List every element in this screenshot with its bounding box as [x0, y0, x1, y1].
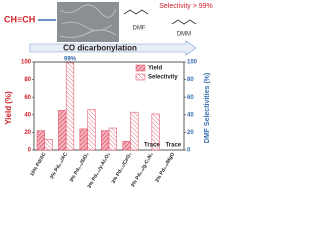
- reactant: CH≡CH: [4, 14, 35, 24]
- y-tick-label: 0: [28, 148, 32, 154]
- sem-texture: [59, 4, 117, 38]
- bar: [44, 139, 53, 151]
- annotation: 99%: [64, 56, 77, 62]
- annotation: Trace: [144, 143, 160, 149]
- y-tick-label: 20: [24, 130, 31, 136]
- annotation: Trace: [165, 143, 181, 149]
- legend-label: Selectivity: [148, 75, 178, 81]
- reaction-label: CO dicarbonylation: [63, 44, 137, 53]
- reaction-arrow: [29, 40, 197, 56]
- y-tick-label: 40: [24, 112, 31, 118]
- bar: [108, 127, 117, 151]
- selectivity-note: Selectivity > 99%: [159, 3, 213, 10]
- bar: [101, 130, 110, 151]
- bar: [122, 140, 131, 151]
- y-axis-title: Yield (%): [4, 91, 13, 125]
- x-tick-label: 3% Pd₀.₅/γ-Al₂O₃: [87, 151, 113, 189]
- legend-label: Yield: [148, 66, 162, 72]
- y2-tick-label: 40: [187, 112, 194, 118]
- x-tick-label: 3% Pd₀.₅/MgO: [154, 152, 176, 184]
- x-tick-label: 10% Pd/AC: [29, 151, 48, 177]
- y-tick-label: 80: [24, 77, 31, 83]
- y2-axis-title: DMF Selectivities (%): [204, 73, 211, 143]
- x-tick-label: 3% Pd₀.₅/CeO₂: [111, 152, 134, 185]
- bar: [65, 62, 75, 151]
- bar: [79, 128, 88, 151]
- product-label: DMF: [133, 26, 146, 32]
- x-tick-label: 3% Pd₀.₅/AC: [49, 151, 69, 180]
- sem-image: [57, 2, 119, 42]
- product-label: DMM: [177, 32, 191, 38]
- graphical-abstract: CH≡CH Selectivity > 99% DMF DMM CO dicar…: [4, 2, 213, 189]
- legend-swatch: [135, 73, 146, 81]
- bar: [151, 113, 160, 151]
- x-tick-label: 3% Pd₀.₅/g-C₃N₄: [130, 151, 155, 188]
- y-tick-label: 100: [21, 60, 32, 66]
- y2-tick-label: 100: [187, 60, 198, 66]
- x-tick-label: 3% Pd₀.₅/SiO₂: [69, 152, 91, 184]
- y2-tick-label: 0: [187, 148, 191, 154]
- bar: [130, 111, 139, 151]
- legend-swatch: [135, 64, 146, 72]
- y-tick-label: 60: [24, 95, 31, 101]
- y2-tick-label: 20: [187, 130, 194, 136]
- y2-tick-label: 80: [187, 77, 194, 83]
- molecule: [171, 19, 197, 25]
- molecule: [123, 9, 149, 15]
- bar: [36, 130, 45, 151]
- bar: [87, 109, 96, 151]
- bar: [58, 110, 67, 151]
- y2-tick-label: 60: [187, 95, 194, 101]
